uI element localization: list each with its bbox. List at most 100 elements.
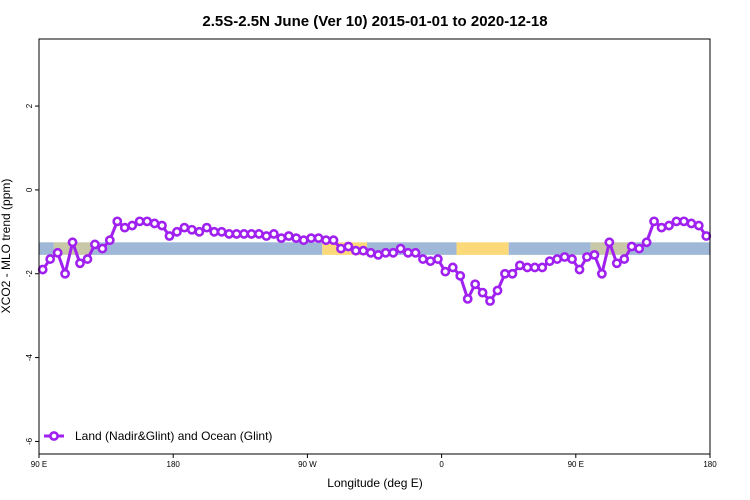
data-point [589,249,600,260]
data-point [119,222,130,233]
data-point [283,231,294,241]
data-point [157,220,167,231]
data-point [641,237,652,248]
band-segment-land [456,242,509,255]
data-point [127,220,138,231]
data-point [701,231,712,241]
data-point [216,226,227,237]
chart-title: 2.5S-2.5N June (Ver 10) 2015-01-01 to 20… [202,13,547,30]
data-point [537,262,548,273]
data-point [104,235,115,246]
data-point [693,220,704,231]
data-point [112,216,123,227]
data-point [246,229,257,239]
data-point [224,229,235,239]
x-tick-label: 90 E [31,460,47,469]
data-point [254,229,264,239]
data-point [52,247,63,258]
data-point [231,229,242,239]
data-point [201,222,212,233]
data-point [67,237,78,248]
data-point [209,226,220,237]
data-point [350,245,361,256]
data-point [365,247,376,258]
data-point [604,237,615,248]
legend-marker [49,431,59,441]
data-point [149,218,160,229]
data-point [358,245,369,256]
x-tick-label: 180 [167,460,181,469]
data-point [477,287,488,298]
data-point [75,258,85,269]
data-point [500,268,510,279]
data-point [410,247,421,258]
data-point [485,296,495,306]
x-tick-label: 90 W [298,460,317,469]
data-point [582,252,592,262]
legend: Land (Nadir&Glint) and Ocean (Glint) [44,429,272,443]
data-point [626,241,637,252]
data-point [619,254,630,264]
band-segment-ocean [39,242,54,255]
data-point [142,216,153,227]
data-point [291,233,302,244]
data-point [514,260,525,271]
data-point [82,254,93,264]
data-point [239,229,249,239]
data-point [649,216,659,227]
data-point [462,293,473,304]
data-point [432,254,443,264]
data-point [686,218,697,229]
data-point [373,249,384,260]
series-line [41,219,708,303]
data-point [403,247,413,258]
data-point [552,254,563,264]
data-point [328,235,339,246]
data-point [559,252,570,262]
data-point [596,268,607,279]
band-segment-ocean [91,242,323,255]
data-point [313,233,324,244]
data-point [611,258,622,269]
data-point [679,216,689,227]
data-point [388,247,399,258]
data-point [656,222,667,233]
data-point [343,241,354,252]
data-point [321,235,331,246]
x-axis-label: Longitude (deg E) [327,476,422,490]
data-point [440,266,451,277]
data-point [455,270,466,281]
data-point [60,268,70,279]
y-axis-label: XCO2 - MLO trend (ppm) [0,179,13,314]
data-point [664,220,674,231]
data-point [425,256,436,267]
data-point [470,279,481,290]
data-point [306,233,317,244]
data-point [134,216,145,227]
data-point [298,235,309,246]
data-point [37,264,48,275]
data-point [90,239,100,250]
data-point [336,243,346,254]
legend-label: Land (Nadir&Glint) and Ocean (Glint) [75,429,272,443]
y-tick-label: -2 [25,270,34,278]
data-point [97,243,108,254]
x-tick-label: 180 [703,460,717,469]
data-point [276,233,287,244]
data-point [380,247,391,258]
data-point [529,262,540,273]
y-tick-label: 0 [25,187,34,192]
data-point [507,268,518,279]
y-tick-label: -4 [25,353,34,361]
data-point [447,262,458,273]
x-tick-label: 90 E [568,460,584,469]
data-point [179,222,190,233]
data-point [522,262,533,273]
data-point [567,254,577,264]
y-axis: 2 0 -2 -4 -6 [25,103,39,445]
data-point [268,229,279,239]
data-point [261,231,272,241]
data-point [45,254,56,264]
band-segment-ocean [508,242,591,255]
